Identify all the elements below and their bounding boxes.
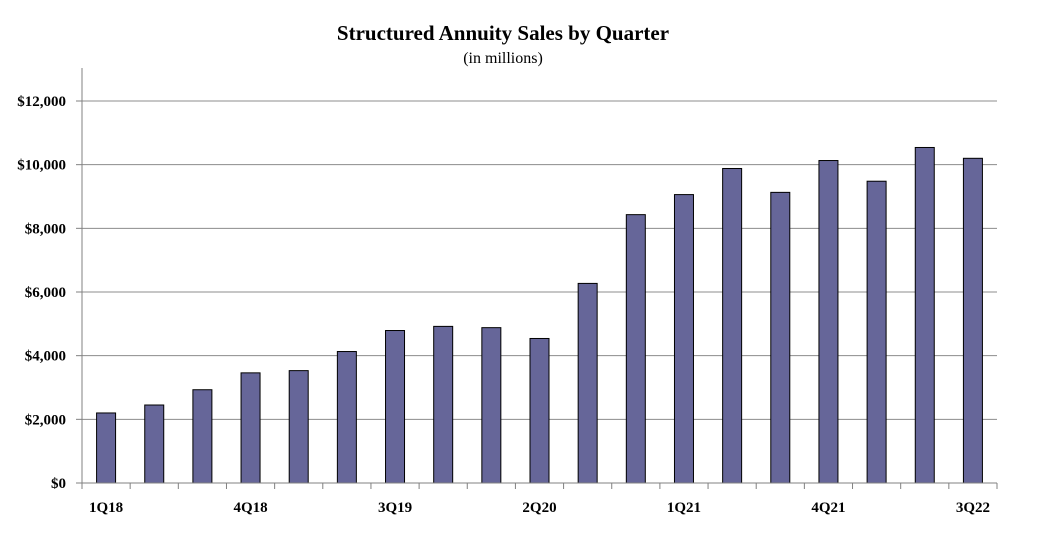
y-tick-label: $0 [51, 476, 66, 492]
bar-4Q21 [818, 160, 839, 484]
bar-1Q22 [866, 180, 887, 484]
bar-1Q20 [481, 327, 502, 484]
y-tick-label: $8,000 [25, 221, 66, 237]
x-tick-label: 4Q21 [811, 500, 845, 516]
bar-4Q18 [240, 372, 261, 484]
x-tick-label: 4Q18 [233, 500, 267, 516]
y-axis-tick-labels: $0 $2,000 $4,000 $6,000 $8,000 $10,000 $12,000 [17, 94, 66, 492]
bar-3Q21 [770, 191, 791, 484]
x-tick-label: 1Q18 [89, 500, 123, 516]
y-tick-label: $2,000 [25, 412, 66, 428]
x-tick-label: 3Q19 [378, 500, 412, 516]
chart-subtitle: (in millions) [463, 50, 543, 67]
x-tick-label: 3Q22 [956, 500, 990, 516]
bar-2Q21 [722, 167, 743, 484]
bar-2Q20 [529, 337, 550, 484]
bar-2Q22 [914, 146, 935, 484]
y-tick-label: $6,000 [25, 285, 66, 301]
bar-1Q19 [288, 370, 309, 484]
bar-1Q18 [96, 412, 117, 484]
bar-3Q19 [385, 330, 406, 484]
x-tick-label: 2Q20 [522, 500, 556, 516]
bar-4Q19 [433, 325, 454, 484]
gridlines [82, 100, 997, 420]
chart-title: Structured Annuity Sales by Quarter [337, 21, 669, 45]
bar-2Q19 [336, 351, 357, 484]
bar-3Q20 [577, 282, 598, 484]
y-tick-label: $4,000 [25, 349, 66, 365]
y-tick-label: $12,000 [17, 94, 66, 110]
bar-3Q22 [962, 157, 983, 484]
bar-3Q18 [192, 389, 213, 484]
y-tick-label: $10,000 [17, 158, 66, 174]
bar-2Q18 [144, 404, 165, 484]
bars [96, 146, 983, 484]
bar-1Q21 [673, 194, 694, 484]
x-axis-tick-labels: 1Q18 4Q18 3Q19 2Q20 1Q21 4Q21 3Q22 [89, 500, 990, 516]
bar-4Q20 [625, 214, 646, 484]
x-tick-label: 1Q21 [667, 500, 701, 516]
axes [76, 68, 998, 489]
